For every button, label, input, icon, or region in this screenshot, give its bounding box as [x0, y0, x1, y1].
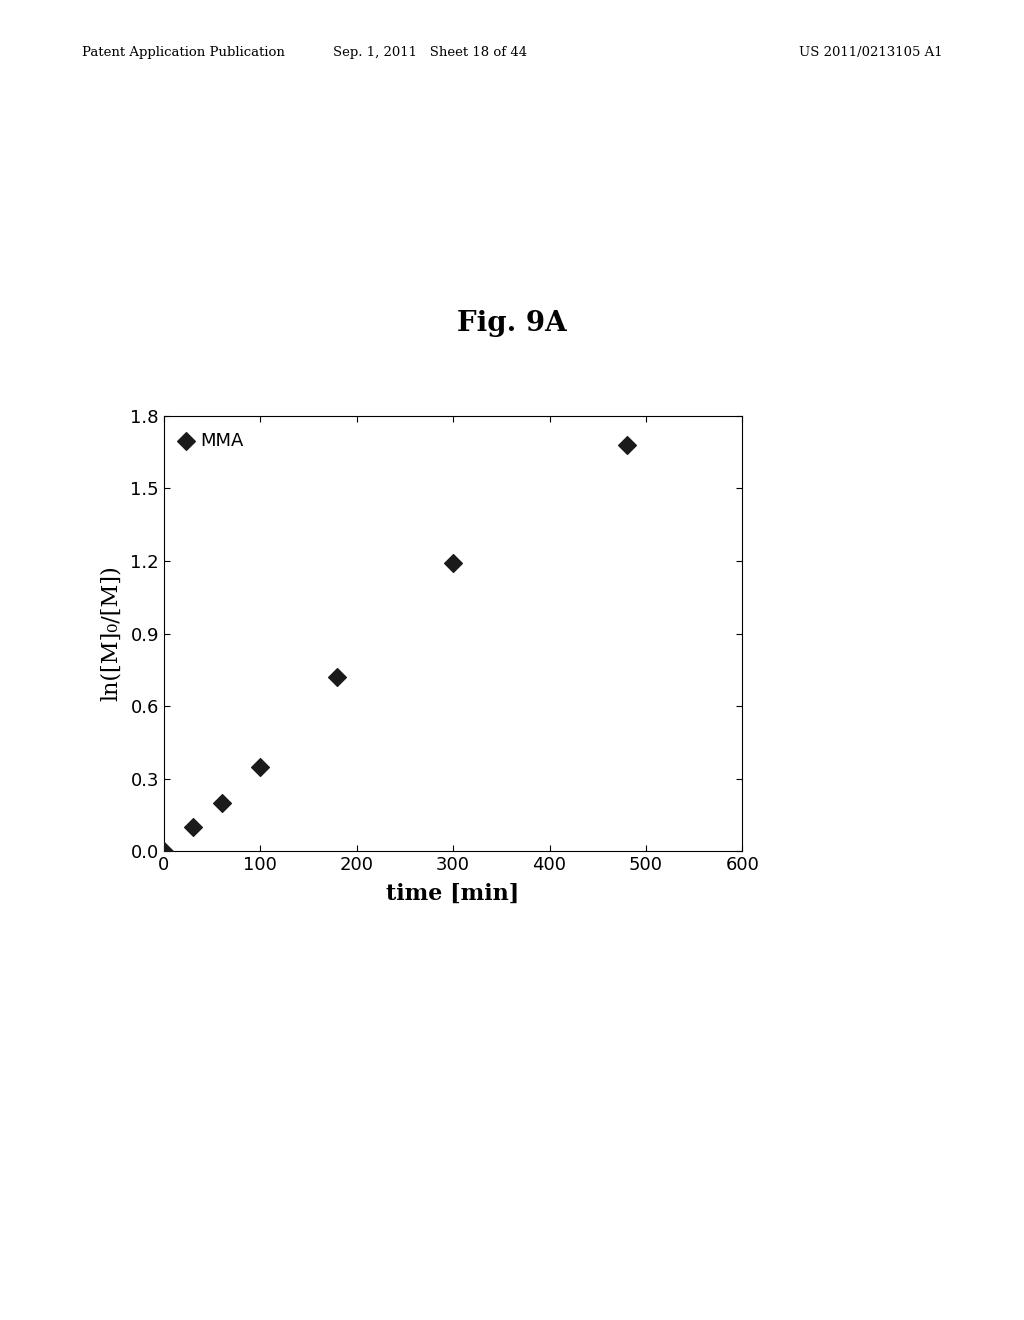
- MMA: [184, 817, 201, 838]
- Text: Fig. 9A: Fig. 9A: [457, 310, 567, 337]
- Legend: MMA: MMA: [173, 425, 251, 457]
- MMA: [330, 667, 346, 688]
- Text: Patent Application Publication: Patent Application Publication: [82, 46, 285, 59]
- Y-axis label: ln([M]₀/[M]): ln([M]₀/[M]): [100, 566, 122, 701]
- MMA: [156, 841, 172, 862]
- X-axis label: time [min]: time [min]: [386, 883, 520, 904]
- MMA: [444, 553, 461, 574]
- Text: Sep. 1, 2011   Sheet 18 of 44: Sep. 1, 2011 Sheet 18 of 44: [333, 46, 527, 59]
- MMA: [252, 756, 268, 777]
- Text: US 2011/0213105 A1: US 2011/0213105 A1: [799, 46, 942, 59]
- MMA: [213, 792, 229, 813]
- MMA: [618, 434, 635, 455]
